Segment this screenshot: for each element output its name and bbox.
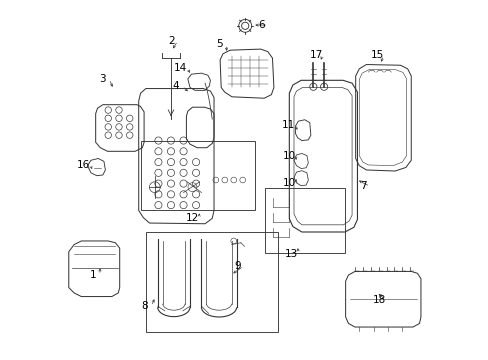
Text: 2: 2 xyxy=(168,36,174,46)
Text: 6: 6 xyxy=(258,20,264,30)
Text: 13: 13 xyxy=(285,248,298,258)
Text: 16: 16 xyxy=(77,160,90,170)
Text: 18: 18 xyxy=(372,295,385,305)
Text: 3: 3 xyxy=(100,74,106,84)
Text: 5: 5 xyxy=(216,40,222,49)
Text: 11: 11 xyxy=(281,121,294,130)
Text: 7: 7 xyxy=(360,181,366,192)
Text: 10: 10 xyxy=(282,178,295,188)
Text: 9: 9 xyxy=(234,261,240,271)
Text: 14: 14 xyxy=(174,63,187,73)
Text: 1: 1 xyxy=(90,270,96,280)
Text: 15: 15 xyxy=(370,50,383,60)
Text: 17: 17 xyxy=(309,50,322,60)
Text: 8: 8 xyxy=(141,301,148,311)
Text: 10: 10 xyxy=(282,150,295,161)
Text: 4: 4 xyxy=(172,81,179,91)
Text: 12: 12 xyxy=(185,213,199,222)
